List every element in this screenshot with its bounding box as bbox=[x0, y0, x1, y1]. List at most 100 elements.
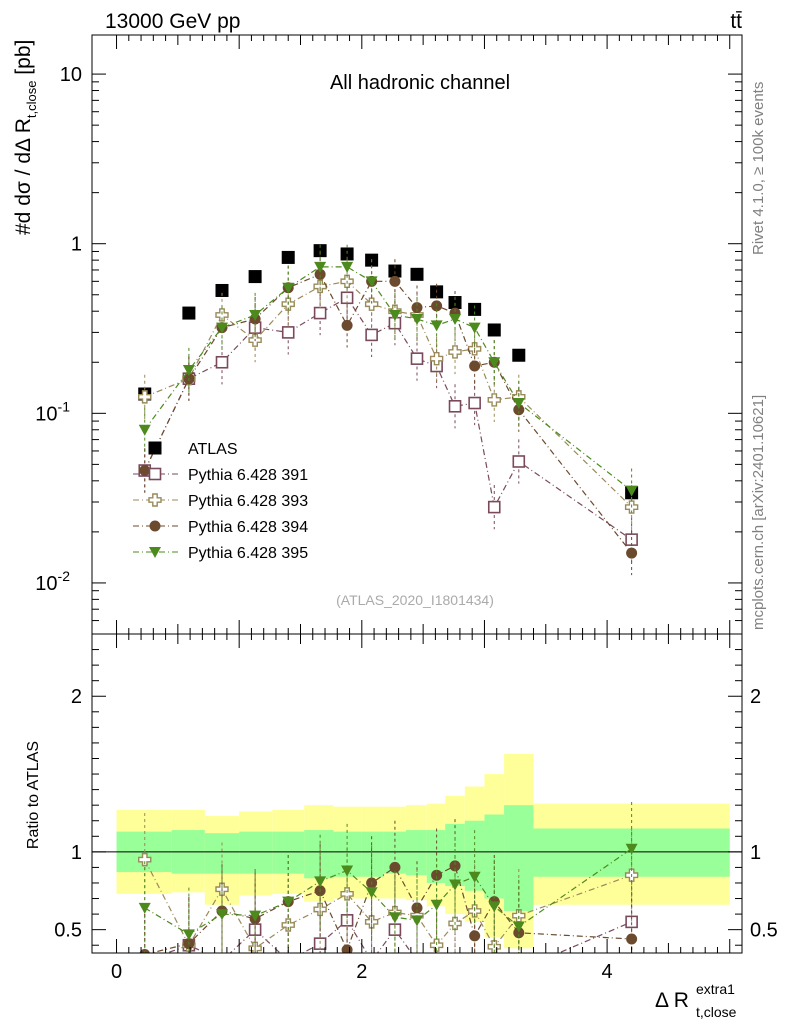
uncertainty-band-inner bbox=[304, 830, 334, 879]
x-tick-label: 0 bbox=[111, 961, 122, 983]
data-point bbox=[430, 320, 443, 332]
ratio-point bbox=[513, 965, 524, 976]
ratio-point bbox=[138, 852, 152, 867]
legend-label: Pythia 6.428 395 bbox=[188, 545, 308, 562]
data-point bbox=[281, 326, 295, 339]
series-0 bbox=[138, 244, 639, 500]
data-point bbox=[314, 261, 327, 273]
side-label-mcplots: mcplots.cern.ch [arXiv:2401.10621] bbox=[750, 395, 767, 630]
x-axis-label-sup: extra1 bbox=[696, 981, 735, 997]
data-point bbox=[314, 268, 326, 280]
uncertainty-band-inner bbox=[405, 830, 427, 876]
data-point bbox=[512, 348, 526, 362]
legend-label: Pythia 6.428 391 bbox=[188, 467, 308, 484]
uncertainty-band-inner bbox=[445, 823, 465, 887]
ratio-point bbox=[513, 927, 525, 939]
ratio-plot: 0.5 0.5 1 1 2 2 0 2 4 Ratio to ATLAS Δ R extra1 t,cl… bbox=[25, 633, 778, 1020]
legend-marker bbox=[148, 441, 162, 455]
ratio-content bbox=[92, 753, 742, 999]
data-point bbox=[449, 313, 462, 325]
ratio-point bbox=[138, 902, 151, 914]
chart-title: All hadronic channel bbox=[330, 72, 510, 94]
data-point bbox=[313, 244, 327, 258]
ratio-series-3 bbox=[138, 802, 638, 953]
uncertainty-band-inner bbox=[239, 831, 273, 874]
legend-label: Pythia 6.428 394 bbox=[188, 519, 308, 536]
data-point bbox=[313, 306, 327, 320]
ratio-point bbox=[626, 933, 638, 945]
series-line bbox=[144, 296, 632, 541]
ratio-y-axis-label: Ratio to ATLAS bbox=[25, 741, 42, 849]
data-point bbox=[429, 351, 444, 366]
data-point bbox=[513, 404, 525, 416]
ratio-point bbox=[449, 860, 461, 872]
data-point bbox=[512, 455, 526, 468]
ratio-point bbox=[281, 918, 295, 932]
ratio-point bbox=[139, 955, 150, 966]
ratio-point bbox=[283, 955, 294, 966]
data-point bbox=[282, 282, 295, 294]
y-axis-label: #d dσ / dΔ Rt,close [pb] bbox=[12, 40, 39, 235]
data-point bbox=[448, 400, 462, 413]
ratio-point bbox=[388, 912, 401, 924]
data-point bbox=[341, 261, 354, 273]
data-point bbox=[468, 322, 481, 334]
ratio-frame bbox=[91, 633, 743, 954]
data-point bbox=[487, 323, 501, 337]
data-point bbox=[139, 465, 151, 477]
ratio-point bbox=[388, 923, 402, 936]
ratio-y-tick-label: 0.5 bbox=[54, 920, 82, 942]
data-point bbox=[340, 247, 354, 261]
ratio-point bbox=[411, 902, 423, 914]
data-point bbox=[411, 313, 423, 325]
ratio-point bbox=[314, 876, 327, 888]
series-line bbox=[144, 280, 633, 508]
ratio-point bbox=[625, 843, 638, 855]
data-point bbox=[468, 302, 482, 316]
watermark: (ATLAS_2020_I1801434) bbox=[336, 592, 494, 608]
data-point bbox=[625, 485, 638, 497]
data-point bbox=[182, 306, 196, 320]
ratio-point bbox=[469, 930, 481, 942]
data-point bbox=[249, 309, 262, 321]
ratio-point bbox=[489, 988, 500, 999]
data-point bbox=[448, 296, 462, 310]
legend-label: Pythia 6.428 393 bbox=[188, 493, 308, 510]
data-point bbox=[468, 396, 481, 410]
ratio-point bbox=[512, 921, 525, 933]
header-right: tt̄ bbox=[730, 10, 742, 33]
data-point bbox=[364, 297, 379, 311]
ratio-point bbox=[431, 869, 443, 881]
data-point bbox=[512, 398, 525, 410]
ratio-y-tick-label: 1 bbox=[71, 842, 82, 864]
data-point bbox=[389, 275, 401, 287]
legend-marker bbox=[149, 520, 161, 532]
series-line bbox=[144, 273, 633, 554]
uncertainty-band-inner bbox=[361, 831, 384, 877]
y-tick-label: 10-2 bbox=[35, 568, 70, 595]
ratio-point bbox=[182, 929, 195, 941]
ratio-point bbox=[139, 949, 151, 953]
data-point bbox=[448, 345, 462, 359]
ratio-y-tick-label: 2 bbox=[71, 686, 82, 708]
series-2 bbox=[138, 259, 639, 530]
ratio-point bbox=[431, 955, 442, 966]
data-point bbox=[281, 250, 295, 264]
ratio-line bbox=[144, 859, 632, 950]
main-plot: 10-2 10-1 1 10 All hadronic channel (ATLAS_20… bbox=[12, 34, 743, 635]
ratio-line bbox=[165, 919, 632, 953]
legend-label: ATLAS bbox=[188, 441, 238, 458]
ratio-point bbox=[216, 909, 228, 921]
ratio-point bbox=[411, 915, 423, 927]
y-tick-label: 10 bbox=[60, 64, 82, 86]
data-point bbox=[626, 547, 638, 559]
data-point bbox=[388, 309, 401, 321]
x-axis-label: Δ R bbox=[655, 989, 689, 1012]
data-point bbox=[313, 279, 327, 294]
ratio-point bbox=[450, 955, 461, 966]
data-point bbox=[487, 393, 501, 407]
ratio-line bbox=[144, 848, 632, 936]
data-point bbox=[215, 308, 229, 322]
y-tick-label: 10-1 bbox=[35, 398, 70, 425]
